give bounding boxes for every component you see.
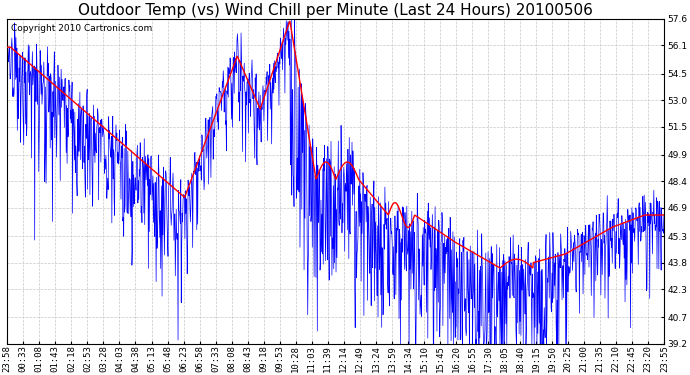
Title: Outdoor Temp (vs) Wind Chill per Minute (Last 24 Hours) 20100506: Outdoor Temp (vs) Wind Chill per Minute … [79, 3, 593, 18]
Text: Copyright 2010 Cartronics.com: Copyright 2010 Cartronics.com [10, 24, 152, 33]
